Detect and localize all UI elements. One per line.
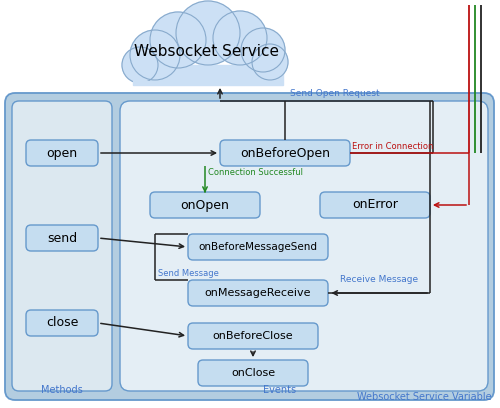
Text: onError: onError <box>352 199 398 211</box>
Text: onClose: onClose <box>231 368 275 378</box>
FancyBboxPatch shape <box>5 93 494 400</box>
Circle shape <box>252 44 288 80</box>
FancyBboxPatch shape <box>188 234 328 260</box>
Text: onBeforeMessageSend: onBeforeMessageSend <box>198 242 318 252</box>
Text: onBeforeOpen: onBeforeOpen <box>240 146 330 160</box>
Circle shape <box>122 47 158 83</box>
FancyBboxPatch shape <box>26 225 98 251</box>
Text: Send Open Request: Send Open Request <box>290 89 380 98</box>
Text: Methods: Methods <box>41 385 83 395</box>
FancyBboxPatch shape <box>120 101 488 391</box>
Text: open: open <box>46 146 78 160</box>
Text: send: send <box>47 231 77 244</box>
Text: Receive Message: Receive Message <box>340 275 418 284</box>
FancyBboxPatch shape <box>150 192 260 218</box>
Bar <box>133 65 283 85</box>
Circle shape <box>176 1 240 65</box>
Circle shape <box>150 12 206 68</box>
Text: onOpen: onOpen <box>180 199 230 211</box>
Text: Websocket Service Variable: Websocket Service Variable <box>358 392 492 402</box>
Text: Send Message: Send Message <box>158 269 219 278</box>
FancyBboxPatch shape <box>188 323 318 349</box>
FancyBboxPatch shape <box>26 310 98 336</box>
Text: onMessageReceive: onMessageReceive <box>205 288 311 298</box>
FancyBboxPatch shape <box>198 360 308 386</box>
Text: onBeforeClose: onBeforeClose <box>212 331 294 341</box>
Text: Error in Connection: Error in Connection <box>352 142 434 151</box>
Circle shape <box>241 28 285 72</box>
FancyBboxPatch shape <box>188 280 328 306</box>
Text: close: close <box>46 317 78 330</box>
FancyBboxPatch shape <box>220 140 350 166</box>
Circle shape <box>213 11 267 65</box>
Text: Events: Events <box>264 385 296 395</box>
FancyBboxPatch shape <box>26 140 98 166</box>
Text: Connection Successful: Connection Successful <box>208 168 303 177</box>
FancyBboxPatch shape <box>320 192 430 218</box>
Circle shape <box>130 30 180 80</box>
FancyBboxPatch shape <box>12 101 112 391</box>
Text: Websocket Service: Websocket Service <box>134 44 280 60</box>
